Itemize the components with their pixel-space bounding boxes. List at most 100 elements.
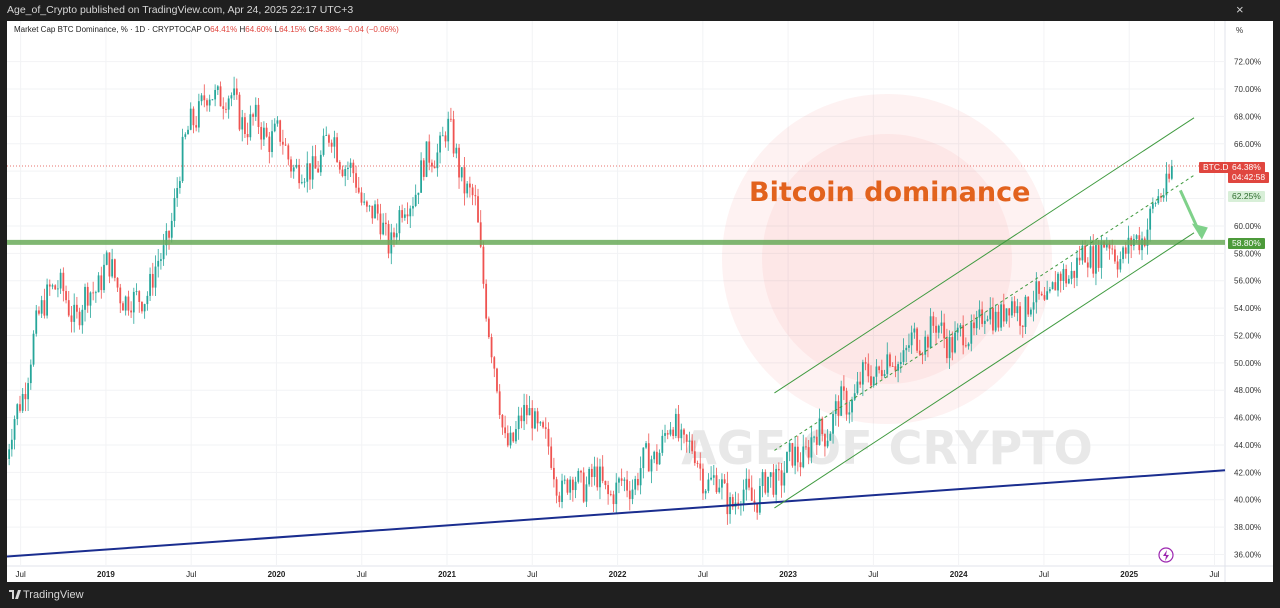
candle-body xyxy=(764,472,767,493)
close-icon[interactable]: × xyxy=(1236,2,1244,17)
candle-body xyxy=(487,318,490,338)
candle-body xyxy=(135,291,138,292)
candle-body xyxy=(479,222,482,247)
candle-body xyxy=(905,347,908,351)
candle-body xyxy=(16,404,19,420)
candle-body xyxy=(807,447,810,458)
candle-body xyxy=(1119,259,1122,270)
y-tick-label: 56.00% xyxy=(1234,277,1261,286)
y-tick-label: 40.00% xyxy=(1234,496,1261,505)
candle-body xyxy=(222,106,225,109)
candle-body xyxy=(707,479,710,491)
candle-body xyxy=(967,343,970,347)
y-tick-label: 50.00% xyxy=(1234,359,1261,368)
candle-body xyxy=(742,489,745,505)
candle-body xyxy=(504,427,507,434)
candle-body xyxy=(290,159,292,172)
candle-body xyxy=(834,401,837,414)
candle-body xyxy=(889,354,891,367)
candle-body xyxy=(813,436,815,438)
candle-body xyxy=(921,354,924,356)
candle-body xyxy=(523,404,525,422)
chart-legend: Market Cap BTC Dominance, % · 1D · CRYPT… xyxy=(14,25,399,34)
candle-body xyxy=(1108,243,1111,249)
candle-body xyxy=(908,345,910,348)
candle-body xyxy=(1048,289,1051,292)
candle-body xyxy=(566,479,569,493)
candle-body xyxy=(138,291,141,302)
legend-symbol: Market Cap BTC Dominance, % · 1D · CRYPT… xyxy=(14,25,202,34)
projection-arrow-head xyxy=(1191,223,1208,240)
candle-body xyxy=(341,169,344,177)
x-tick-label: 2023 xyxy=(779,570,797,579)
candle-body xyxy=(805,446,807,448)
candle-body xyxy=(124,296,127,311)
x-tick-label: Jul xyxy=(698,570,708,579)
lightning-icon-ring xyxy=(1158,547,1174,563)
last-price-tag: 64.38% xyxy=(1228,162,1265,173)
candle-body xyxy=(897,364,900,371)
x-tick-label: Jul xyxy=(1209,570,1219,579)
watermark-circle xyxy=(722,94,1052,424)
candle-body xyxy=(1078,257,1081,261)
candle-body xyxy=(964,345,967,347)
candle-body xyxy=(986,319,989,321)
candle-body xyxy=(626,479,628,491)
candle-body xyxy=(146,295,149,305)
candle-body xyxy=(683,429,685,435)
watermark-text: AGE OF CRYPTO xyxy=(681,421,1093,475)
candle-body xyxy=(672,429,675,436)
candle-body xyxy=(439,135,441,153)
candle-body xyxy=(84,286,86,310)
candle-body xyxy=(861,362,864,385)
candle-body xyxy=(450,118,452,120)
legend-close-label: C xyxy=(308,25,315,34)
candle-body xyxy=(883,374,886,377)
candle-body xyxy=(642,447,645,469)
candle-body xyxy=(181,136,184,182)
candle-body xyxy=(810,437,813,458)
candle-body xyxy=(712,475,715,478)
candle-body xyxy=(544,427,547,429)
x-tick-label: 2025 xyxy=(1120,570,1138,579)
x-tick-label: 2024 xyxy=(950,570,968,579)
candle-body xyxy=(661,435,664,453)
y-tick-label: 42.00% xyxy=(1234,468,1261,477)
candle-body xyxy=(536,411,539,424)
candle-body xyxy=(826,440,829,447)
candle-body xyxy=(1111,248,1114,250)
candle-body xyxy=(319,154,322,173)
candle-body xyxy=(13,419,16,440)
candle-body xyxy=(715,475,718,493)
candle-body xyxy=(818,418,821,445)
candle-body xyxy=(929,316,932,348)
lightning-icon xyxy=(1158,547,1174,563)
candle-body xyxy=(57,288,59,290)
chart-area[interactable]: AGE OF CRYPTO Bitcoin dominance 72.00% 70… xyxy=(7,21,1273,582)
candle-body xyxy=(235,88,238,95)
candle-body xyxy=(628,490,631,499)
footer-bar: TradingView xyxy=(0,582,1280,608)
candle-body xyxy=(1100,241,1103,268)
candle-body xyxy=(35,310,38,334)
candle-body xyxy=(875,366,878,377)
candle-body xyxy=(75,304,78,312)
candle-body xyxy=(726,483,729,515)
candle-body xyxy=(637,478,639,486)
x-tick-label: Jul xyxy=(16,570,26,579)
candle-body xyxy=(70,315,73,322)
candle-body xyxy=(937,325,940,333)
candle-body xyxy=(349,162,352,168)
candle-body xyxy=(992,307,994,331)
candle-body xyxy=(932,316,935,326)
candle-body xyxy=(21,394,24,411)
candle-body xyxy=(322,135,325,155)
channel-upper-line xyxy=(774,117,1195,394)
candle-body xyxy=(1073,270,1076,278)
candle-body xyxy=(824,434,826,447)
candle-body xyxy=(111,259,114,277)
candle-body xyxy=(1067,278,1070,284)
candle-body xyxy=(962,325,965,346)
candle-body xyxy=(73,304,76,322)
candle-body xyxy=(347,167,349,170)
